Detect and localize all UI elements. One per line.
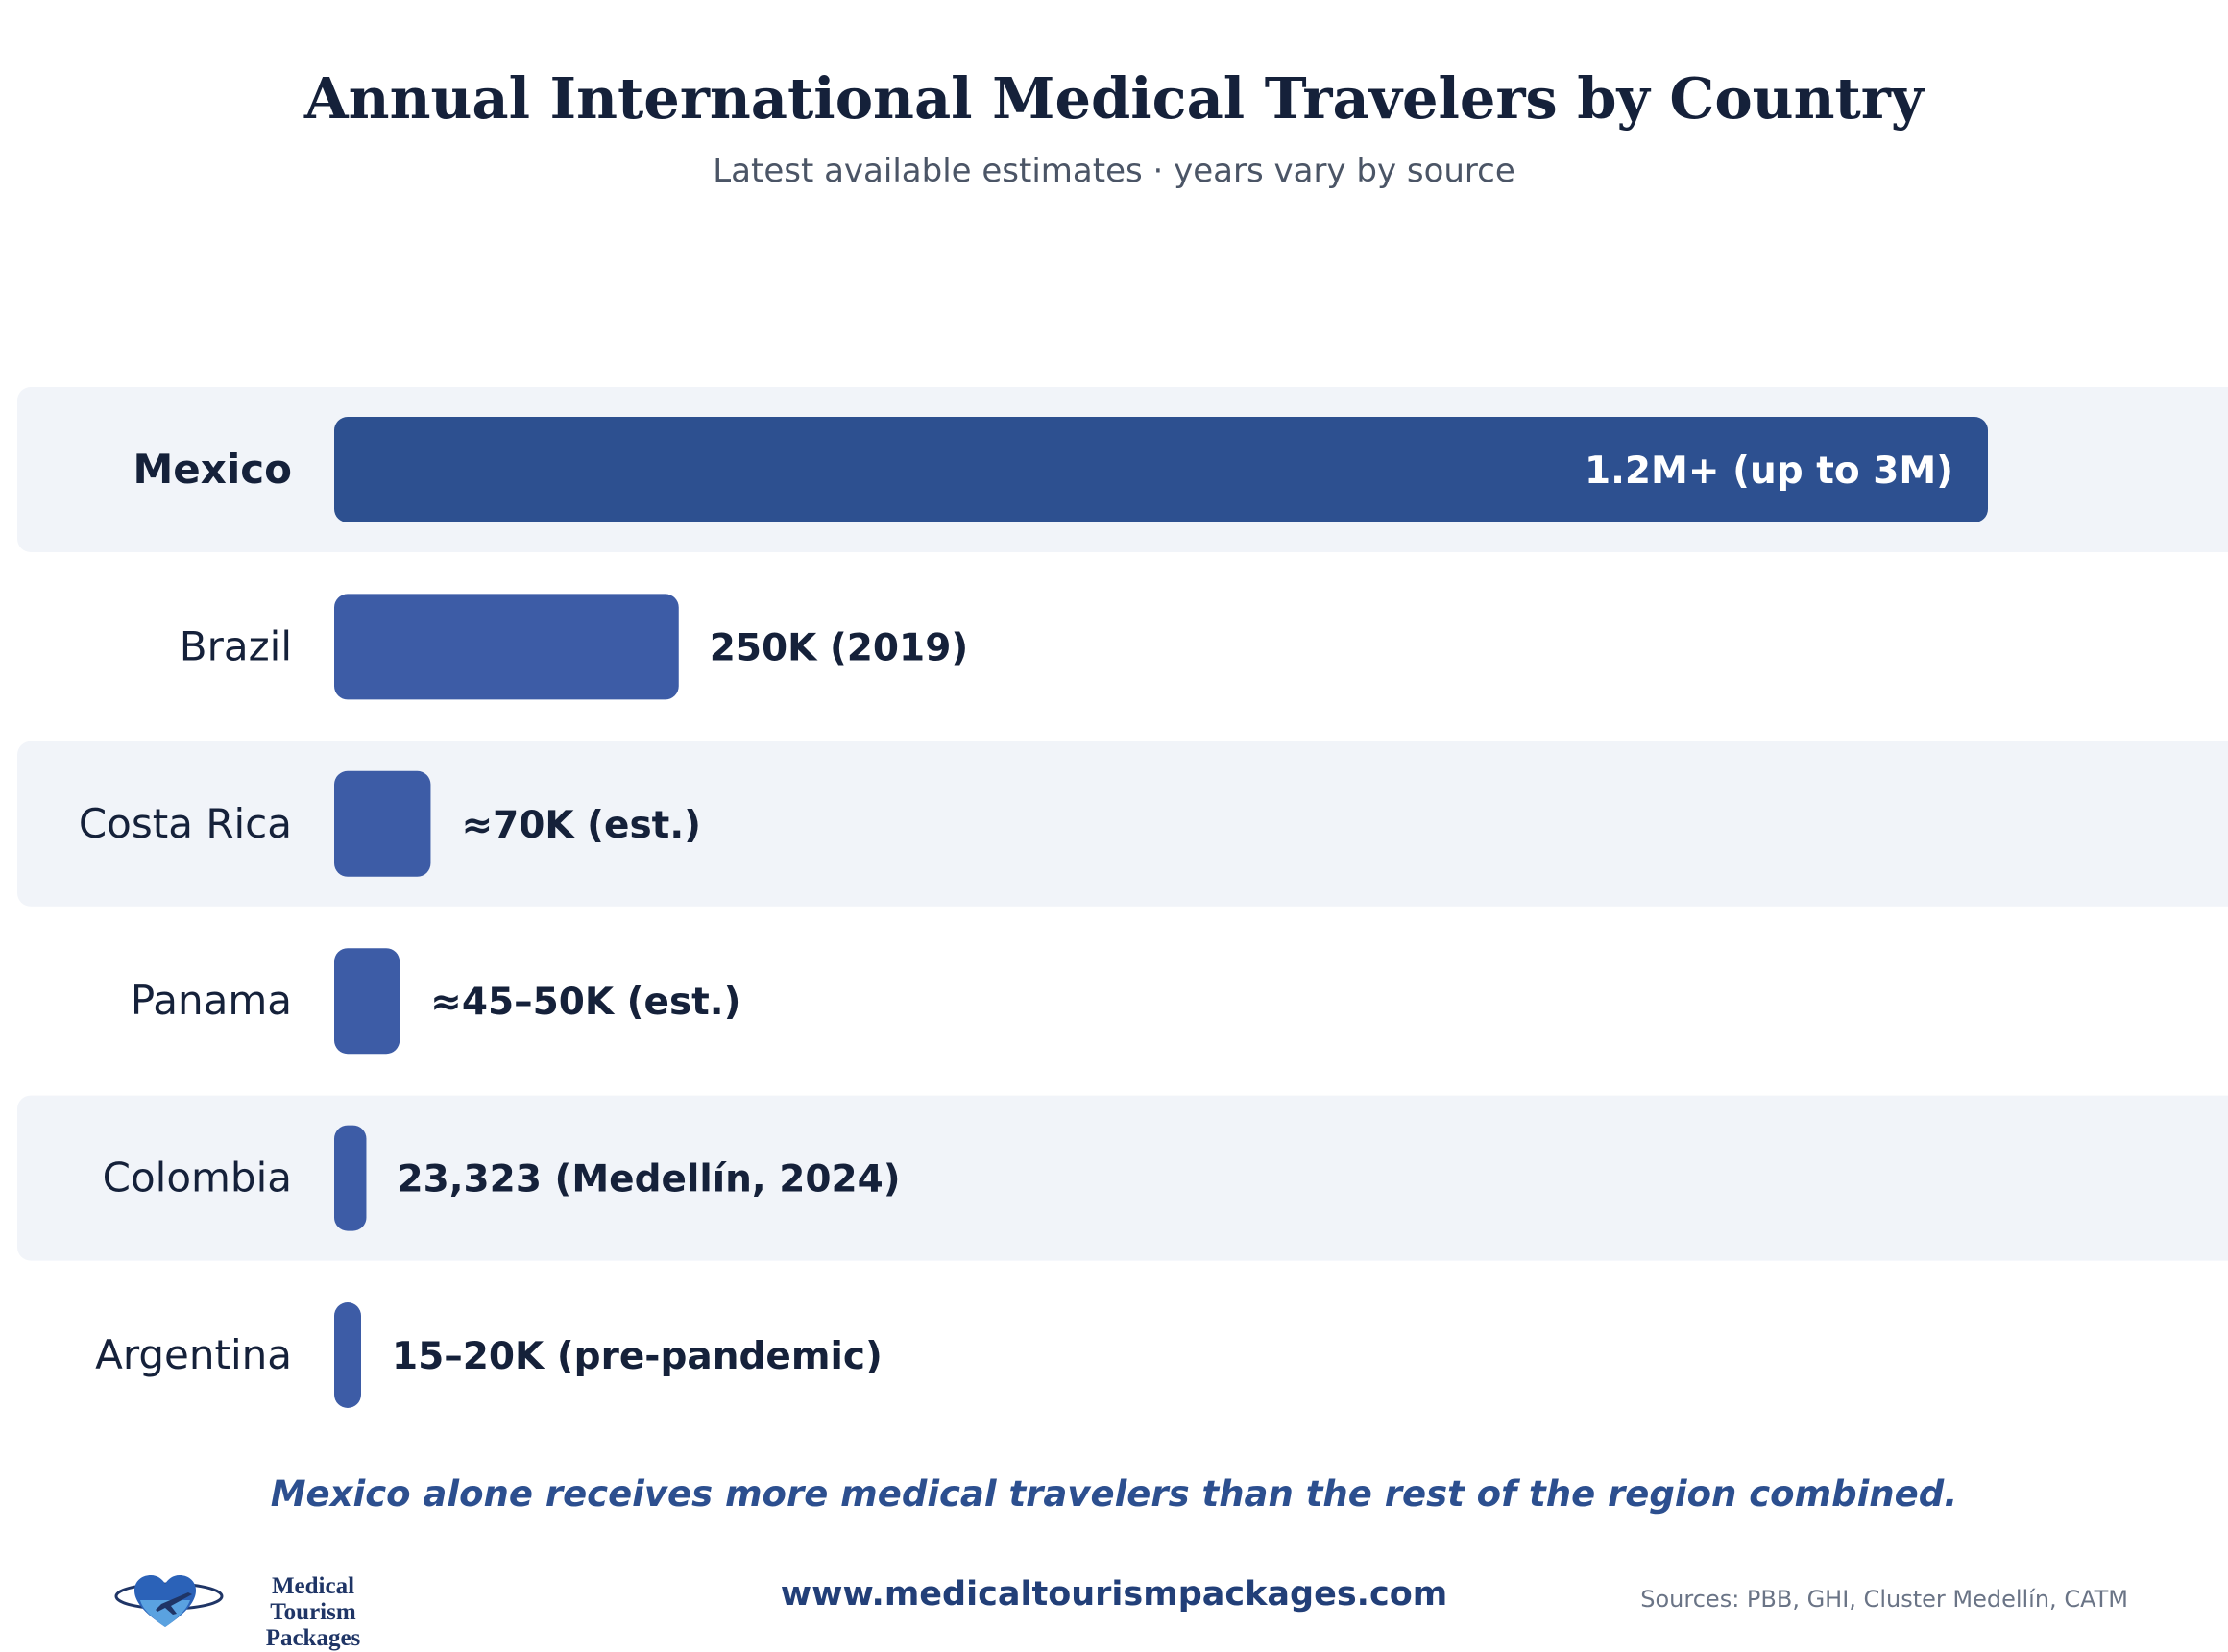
bar-panama: [334, 948, 400, 1055]
insight-note: Mexico alone receives more medical trave…: [270, 1473, 1958, 1515]
bar-argentina: [334, 1302, 361, 1408]
logo: Medical Tourism Packages: [113, 1567, 421, 1651]
value-label: ≈70K (est.): [461, 804, 701, 847]
logo-text-line2: Packages: [265, 1625, 361, 1651]
website-link[interactable]: www.medicaltourismpackages.com: [780, 1575, 1448, 1614]
chart-title: Annual International Medical Travelers b…: [303, 65, 1925, 132]
value-label: 15–20K (pre-pandemic): [392, 1335, 883, 1378]
category-label: Brazil: [180, 622, 292, 669]
bar-costa-rica: [334, 770, 431, 877]
value-label: 250K (2019): [710, 626, 968, 669]
logo-text-line1: Medical Tourism: [270, 1573, 356, 1625]
category-label: Costa Rica: [79, 800, 292, 847]
bar-chart: Mexico 1.2M+ (up to 3M) Brazil 250K (2019) C…: [17, 387, 2228, 1408]
value-label: 23,323 (Medellín, 2024): [397, 1158, 900, 1202]
sources-note: Sources: PBB, GHI, Cluster Medellín, CAT…: [1640, 1586, 2128, 1613]
chart-subtitle: Latest available estimates · years vary …: [713, 152, 1515, 190]
value-label: ≈45–50K (est.): [430, 981, 740, 1024]
category-label: Panama: [131, 977, 292, 1024]
bar-colombia: [334, 1125, 367, 1231]
category-label: Colombia: [103, 1154, 292, 1202]
logo-text: Medical Tourism Packages: [227, 1573, 400, 1651]
category-label: Mexico: [133, 446, 292, 493]
bar-mexico: [334, 417, 1988, 522]
row-band: [17, 1095, 2228, 1261]
value-label: 1.2M+ (up to 3M): [1585, 449, 1953, 493]
row-band: [17, 741, 2228, 907]
bar-brazil: [334, 594, 679, 700]
category-label: Argentina: [95, 1331, 292, 1378]
heart-plane-icon: [114, 1575, 224, 1627]
